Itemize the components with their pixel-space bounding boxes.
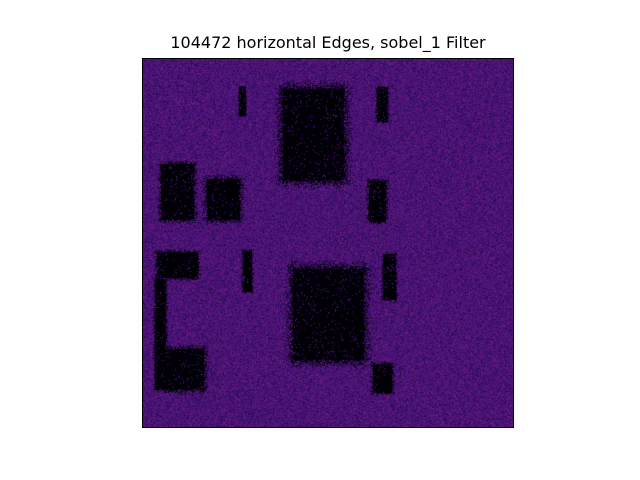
image-frame [142, 58, 514, 428]
edge-map-image [143, 59, 513, 427]
figure-title: 104472 horizontal Edges, sobel_1 Filter [170, 33, 486, 52]
